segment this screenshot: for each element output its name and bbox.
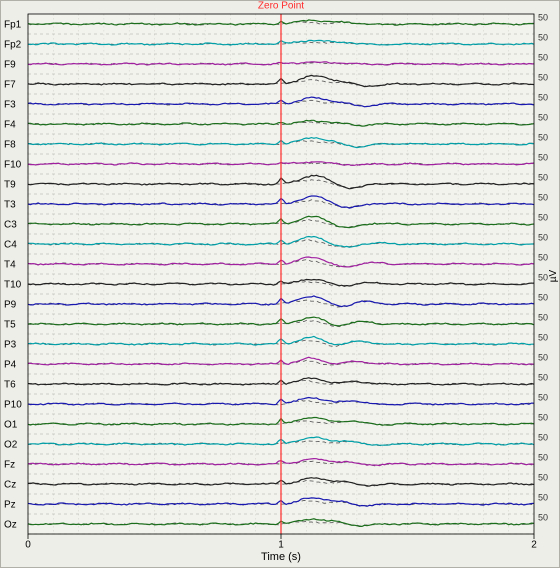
zero-point-label: Zero Point (258, 0, 304, 11)
right-scale-label: 50 (538, 452, 548, 462)
channel-label-O2: O2 (4, 440, 18, 451)
channel-label-Fz: Fz (4, 460, 15, 471)
x-tick-label: 1 (278, 539, 284, 550)
channel-label-Oz: Oz (4, 520, 17, 531)
channel-label-T5: T5 (4, 320, 16, 331)
right-scale-label: 50 (538, 272, 548, 282)
channel-label-F8: F8 (4, 140, 16, 151)
channel-label-C4: C4 (4, 240, 17, 251)
channel-label-C3: C3 (4, 220, 17, 231)
right-scale-label: 50 (538, 192, 548, 202)
channel-label-F4: F4 (4, 120, 16, 131)
right-scale-label: 50 (538, 112, 548, 122)
channel-label-F3: F3 (4, 100, 16, 111)
right-scale-label: 50 (538, 332, 548, 342)
y-axis-title: µV (548, 269, 559, 282)
right-scale-label: 50 (538, 252, 548, 262)
channel-label-Fp1: Fp1 (4, 20, 22, 31)
channel-label-P3: P3 (4, 340, 17, 351)
channel-label-Fp2: Fp2 (4, 40, 22, 51)
channel-label-T10: T10 (4, 280, 22, 291)
channel-label-T4: T4 (4, 260, 16, 271)
right-scale-label: 50 (538, 132, 548, 142)
eeg-svg: Fp1 50 Fp2 50 F9 50 F7 50 F3 50 F4 50 F8 50 F10 50 T9 50 T… (0, 0, 560, 568)
x-tick-label: 0 (25, 539, 31, 550)
right-scale-label: 50 (538, 392, 548, 402)
right-scale-label: 50 (538, 32, 548, 42)
right-scale-label: 50 (538, 512, 548, 522)
right-scale-label: 50 (538, 472, 548, 482)
channel-label-T3: T3 (4, 200, 16, 211)
right-scale-label: 50 (538, 52, 548, 62)
eeg-plot-container: Fp1 50 Fp2 50 F9 50 F7 50 F3 50 F4 50 F8 50 F10 50 T9 50 T… (0, 0, 560, 568)
channel-label-P9: P9 (4, 300, 17, 311)
right-scale-label: 50 (538, 412, 548, 422)
right-scale-label: 50 (538, 72, 548, 82)
channel-label-Pz: Pz (4, 500, 16, 511)
right-scale-label: 50 (538, 292, 548, 302)
x-axis-title: Time (s) (261, 551, 301, 563)
channel-label-Cz: Cz (4, 480, 16, 491)
channel-label-T6: T6 (4, 380, 16, 391)
right-scale-label: 50 (538, 92, 548, 102)
channel-label-O1: O1 (4, 420, 18, 431)
right-scale-label: 50 (538, 172, 548, 182)
channel-label-F9: F9 (4, 60, 16, 71)
right-scale-label: 50 (538, 12, 548, 22)
right-scale-label: 50 (538, 372, 548, 382)
right-scale-label: 50 (538, 312, 548, 322)
right-scale-label: 50 (538, 232, 548, 242)
channel-label-T9: T9 (4, 180, 16, 191)
right-scale-label: 50 (538, 152, 548, 162)
right-scale-label: 50 (538, 432, 548, 442)
plot-border (28, 14, 534, 534)
channel-label-F7: F7 (4, 80, 16, 91)
right-scale-label: 50 (538, 492, 548, 502)
channel-label-P4: P4 (4, 360, 17, 371)
channel-label-F10: F10 (4, 160, 22, 171)
channel-label-P10: P10 (4, 400, 22, 411)
right-scale-label: 50 (538, 352, 548, 362)
x-tick-label: 2 (531, 539, 537, 550)
right-scale-label: 50 (538, 212, 548, 222)
